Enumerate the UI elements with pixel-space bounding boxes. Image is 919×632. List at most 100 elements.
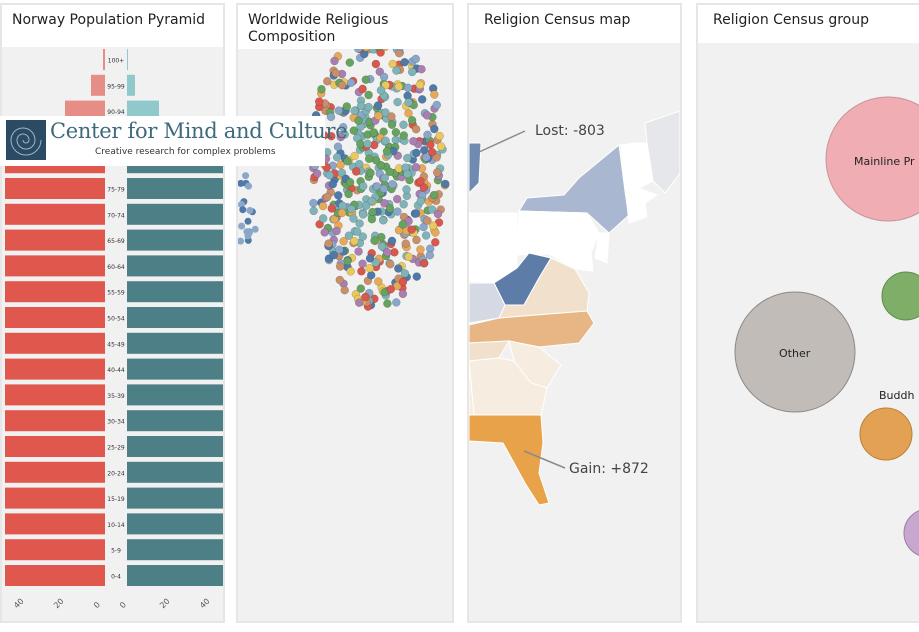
religion-dot[interactable] [363,139,372,149]
religion-dot[interactable] [417,64,426,74]
religion-dot[interactable] [387,120,397,129]
religion-dot[interactable] [382,147,392,156]
religion-dot[interactable] [432,100,442,110]
religion-dot[interactable] [361,292,370,302]
religion-dot[interactable] [435,131,444,141]
census-map[interactable]: Lost: -803 Gain: +872 [469,43,680,621]
religion-dot[interactable] [347,204,356,214]
religion-dot[interactable] [324,239,333,248]
female-bar-10-14[interactable] [5,513,105,535]
religion-dot[interactable] [332,153,342,162]
religion-dot[interactable] [400,57,409,67]
religion-dot[interactable] [441,179,450,189]
pyramid-panel[interactable]: Norway Population Pyramid 100+ 95-99 90-94… [0,3,225,623]
religion-dot[interactable] [246,207,254,214]
religion-dot[interactable] [404,108,413,118]
religion-dot[interactable] [318,214,328,223]
religion-dot[interactable] [333,142,343,151]
religion-dot[interactable] [392,194,402,204]
religion-dot[interactable] [430,90,439,99]
religion-dot[interactable] [331,68,341,78]
religion-dot[interactable] [354,298,364,307]
religion-dot[interactable] [358,84,367,94]
religion-dot[interactable] [407,225,416,234]
religion-dot[interactable] [373,101,383,110]
religion-dot[interactable] [362,49,370,52]
religion-dot[interactable] [420,145,429,155]
male-bar-75-79[interactable] [127,178,223,199]
female-bar-35-39[interactable] [5,384,105,406]
female-bar-30-34[interactable] [5,410,105,432]
religion-dot[interactable] [335,245,344,254]
religion-dot[interactable] [396,49,404,51]
religion-dot[interactable] [334,106,344,115]
religion-dot[interactable] [336,160,345,170]
religion-dot[interactable] [351,167,361,176]
male-bar-5-9[interactable] [127,539,223,561]
religion-dot[interactable] [423,130,432,140]
religion-dot[interactable] [398,277,408,287]
census-bubble-chart[interactable]: Mainline Pr Other Buddh [698,43,919,621]
religion-dot[interactable] [399,200,408,209]
religion-dot[interactable] [337,80,347,90]
religion-dot[interactable] [376,49,385,57]
religion-dot[interactable] [239,206,247,214]
religion-dot[interactable] [337,168,347,178]
religion-dot[interactable] [415,80,425,90]
religion-dot[interactable] [379,184,389,194]
religion-dot[interactable] [244,232,252,240]
religion-dot[interactable] [412,272,422,281]
religion-dot[interactable] [429,190,439,200]
map-panel[interactable]: Religion Census map [467,3,682,623]
religion-dot[interactable] [238,179,245,187]
religion-dot[interactable] [364,90,373,100]
religion-dot[interactable] [327,131,336,141]
female-bar-75-79[interactable] [5,178,105,199]
female-bar-45-49[interactable] [5,332,105,354]
religion-dot[interactable] [366,270,376,280]
religion-dot[interactable] [400,269,410,278]
religion-dot[interactable] [392,298,401,307]
religion-dot[interactable] [416,196,426,206]
religion-dot[interactable] [411,209,421,218]
religion-dot[interactable] [411,124,421,134]
religion-dot[interactable] [399,131,409,140]
religion-dot[interactable] [340,285,349,295]
male-bar-95-99[interactable] [127,74,135,96]
religion-dot[interactable] [346,78,356,88]
religion-dot[interactable] [314,97,324,106]
female-bar-70-74[interactable] [5,203,105,225]
religion-dot[interactable] [358,259,367,268]
male-bar-40-44[interactable] [127,358,223,380]
religion-dot[interactable] [353,49,363,53]
religion-dot[interactable] [411,54,421,64]
religion-dot[interactable] [365,254,375,263]
female-bar-15-19[interactable] [5,487,105,509]
religion-dot[interactable] [349,126,359,135]
group-panel[interactable]: Religion Census group Mainline Pr Other … [696,3,919,623]
religion-dot[interactable] [245,182,252,190]
religion-dot[interactable] [399,120,408,130]
religion-dot[interactable] [367,196,377,206]
religion-dot[interactable] [317,84,326,94]
religion-dot[interactable] [427,205,437,214]
religion-dot[interactable] [309,206,318,216]
religion-dot[interactable] [352,227,362,236]
religion-dot[interactable] [380,199,389,208]
religion-dot[interactable] [312,169,322,178]
religion-dot[interactable] [329,250,338,260]
religion-dot[interactable] [394,264,403,273]
religion-dot[interactable] [428,221,438,230]
religion-dot[interactable] [345,178,355,187]
male-bar-45-49[interactable] [127,332,223,354]
male-bar-30-34[interactable] [127,410,223,432]
religion-dot[interactable] [394,226,404,235]
religion-dot[interactable] [412,235,421,245]
religion-dot[interactable] [383,299,392,308]
religion-dot[interactable] [378,216,388,225]
religion-dot[interactable] [376,49,384,51]
religion-dot[interactable] [417,95,427,104]
religion-dot[interactable] [370,236,379,245]
religious-panel[interactable]: Worldwide Religious Composition [236,3,454,623]
male-bar-35-39[interactable] [127,384,223,406]
